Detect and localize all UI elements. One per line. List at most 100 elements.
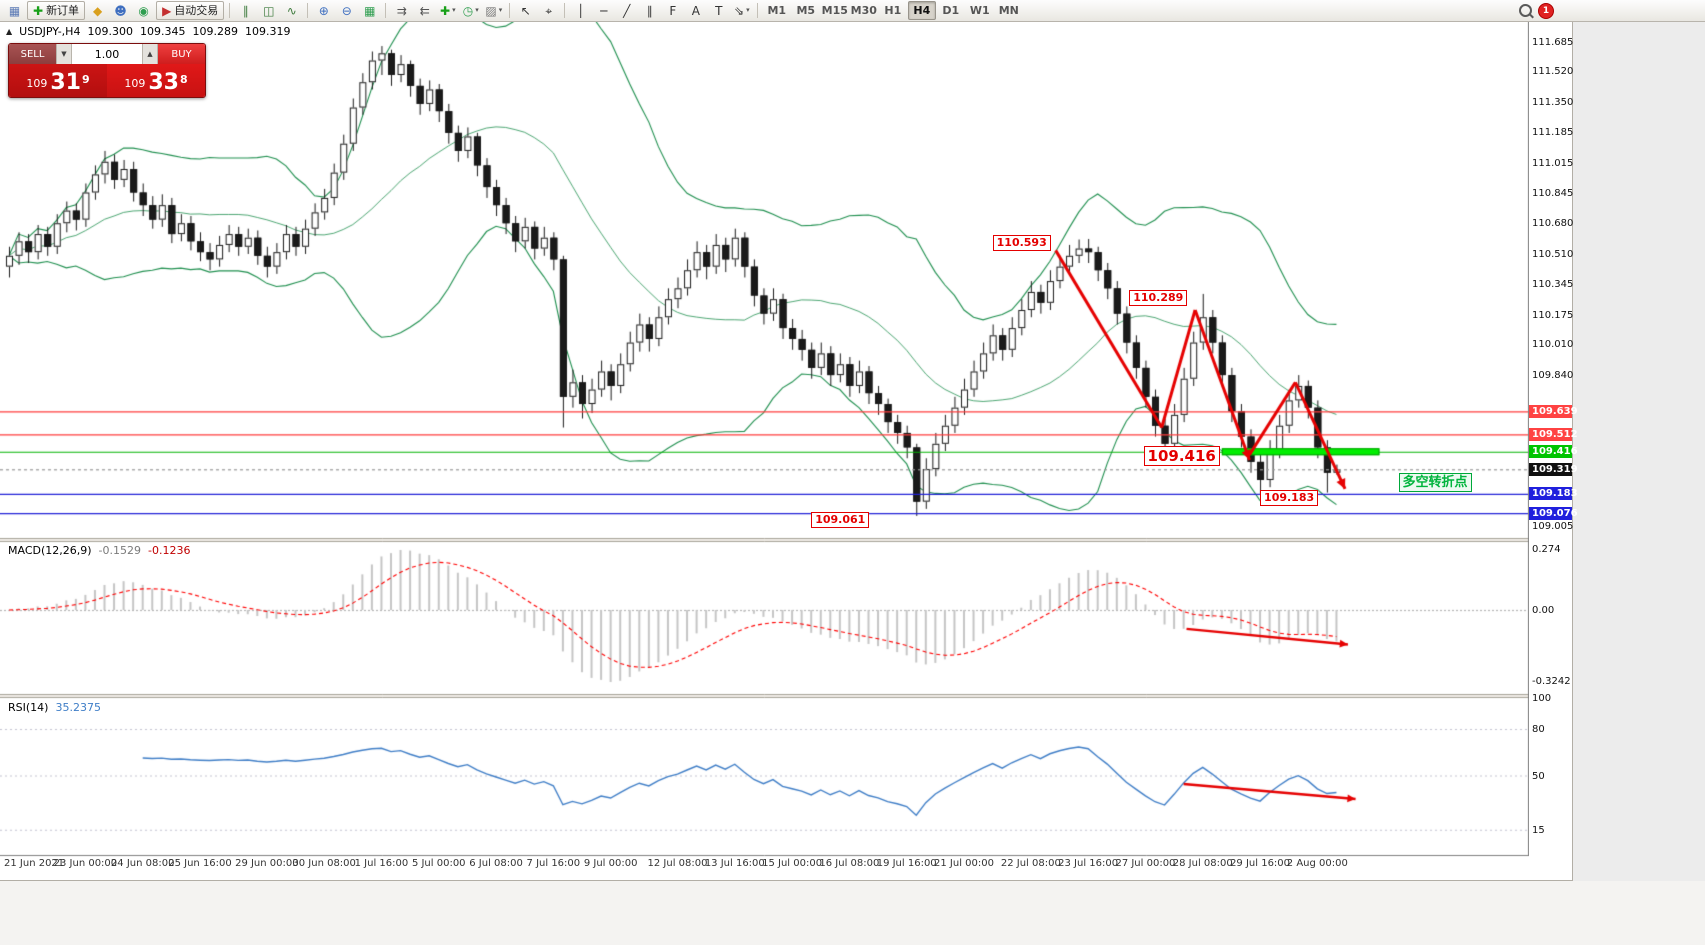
line-chart-icon[interactable]: ∿ [280, 2, 303, 20]
price-scale-label: 111.520 [1532, 66, 1574, 78]
vertical-line-icon[interactable]: │ [569, 2, 592, 20]
buy-price[interactable]: 109 33 8 [107, 64, 205, 97]
auto-scroll-icon[interactable]: ⇉ [390, 2, 413, 20]
autotrade-button[interactable]: ▶ 自动交易 [156, 1, 225, 20]
price-scale-label: 110.010 [1532, 339, 1574, 351]
fibonacci-icon[interactable]: F [661, 2, 684, 20]
time-axis-label: 24 Jun 08:00 [110, 858, 175, 869]
time-axis-label: 1 Jul 16:00 [354, 858, 409, 869]
main-toolbar: ▦ ✚ 新订单 ◆ ☻ ◉ ▶ 自动交易 ∥ ◫ ∿ ⊕ ⊖ ▦ ⇉ ⇇ ✚ ▾ ◷ ▾ ▨ ▾ ↖ ⌖ │ ─ ╱ ∥ F A T ⇘ ▾ M1… [0, 0, 1705, 22]
timeframe-h4[interactable]: H4 [907, 1, 936, 20]
price-annotation[interactable]: 109.416 [1143, 445, 1220, 466]
text-icon: A [691, 3, 700, 18]
templates-icon: ▨ [485, 3, 497, 18]
price-annotation[interactable]: 110.593 [992, 234, 1051, 251]
templates-icon[interactable]: ▨ ▾ [482, 2, 505, 20]
indicators-icon: ✚ [440, 3, 451, 18]
chart-window: ▲ USDJPY-,H4 109.300 109.345 109.289 109… [0, 22, 1578, 881]
new-order-button[interactable]: ✚ 新订单 [27, 1, 86, 20]
price-scale-label: 110.175 [1532, 309, 1574, 321]
rsi-scale-label: 80 [1532, 724, 1545, 735]
time-axis-label: 29 Jul 16:00 [1230, 858, 1291, 869]
search-icon[interactable] [1519, 4, 1532, 17]
autotrade-button-label: 自动交易 [174, 4, 219, 17]
turning-point-label[interactable]: 多空转折点 [1398, 472, 1472, 492]
text-icon[interactable]: A [684, 2, 707, 20]
line-chart-icon: ∿ [286, 3, 297, 18]
toolbar-separator [564, 3, 566, 18]
zoom-in-icon: ⊕ [318, 3, 329, 18]
time-axis-label: 21 Jun 2021 [4, 858, 65, 869]
timeframe-d1[interactable]: D1 [942, 4, 960, 17]
price-annotation[interactable]: 109.061 [811, 511, 870, 528]
price-scale-badge: 109.076 [1529, 506, 1578, 520]
symbol-name: USDJPY-,H4 [19, 25, 81, 38]
periods-icon[interactable]: ◷ ▾ [459, 2, 482, 20]
zoom-out-icon[interactable]: ⊖ [335, 2, 358, 20]
timeframe-m15[interactable]: M15 [821, 4, 848, 17]
candlestick-chart-icon[interactable]: ◫ [257, 2, 280, 20]
fibonacci-icon: F [669, 3, 677, 18]
sell-price[interactable]: 109 31 9 [9, 64, 107, 97]
horizontal-line-icon[interactable]: ─ [592, 2, 615, 20]
timeframe-w1[interactable]: W1 [969, 4, 990, 17]
rsi-scale-label: 50 [1532, 770, 1545, 782]
notification-badge[interactable]: 1 [1538, 2, 1554, 19]
one-click-trade-panel: SELL ▼ 1.00 ▲ BUY 109 31 9 109 33 8 [8, 43, 206, 98]
trendline-icon[interactable]: ╱ [615, 2, 638, 20]
timeframe-m30[interactable]: M30 [850, 4, 877, 17]
price-scale[interactable]: 111.685 111.520 111.350 111.185 111.015 110.8… [1529, 22, 1578, 880]
time-axis-label: 21 Jul 00:00 [934, 858, 994, 869]
time-axis-label: 30 Jun 08:00 [292, 858, 356, 869]
chart-shift-icon: ⇇ [419, 3, 430, 18]
price-scale-label: 109.005 [1532, 521, 1574, 533]
label-icon[interactable]: T [707, 2, 730, 20]
sell-button[interactable]: SELL [9, 44, 56, 64]
price-annotation[interactable]: 109.183 [1260, 489, 1319, 506]
time-axis-label: 25 Jun 16:00 [168, 858, 232, 869]
time-axis-label: 12 Jul 08:00 [647, 858, 708, 869]
price-scale-badge: 109.512 [1529, 427, 1578, 441]
autotrade-button: ▶ [162, 3, 172, 18]
price-scale-label: 111.350 [1532, 97, 1574, 109]
zoom-out-icon: ⊖ [341, 3, 352, 18]
price-chart-canvas[interactable] [0, 22, 1529, 880]
toolbar-right: 1 [1519, 2, 1702, 19]
navigator-icon[interactable]: ☻ [109, 2, 132, 20]
bottom-strip [0, 881, 1705, 945]
chart-overlay: ▲ USDJPY-,H4 109.300 109.345 109.289 109… [0, 22, 1572, 880]
symbol-ohlc-bar: ▲ USDJPY-,H4 109.300 109.345 109.289 109… [6, 25, 290, 38]
data-window-icon[interactable]: ◉ [132, 2, 155, 20]
tile-windows-icon[interactable]: ▦ [358, 2, 381, 20]
market-watch-icon[interactable]: ◆ [86, 2, 109, 20]
cursor-icon: ↖ [520, 3, 531, 18]
price-scale-label: 109.840 [1532, 370, 1574, 382]
cursor-icon[interactable]: ↖ [514, 2, 537, 20]
volume-up-stepper[interactable]: ▲ [142, 44, 158, 64]
timeframe-mn[interactable]: MN [998, 4, 1019, 17]
time-axis-label: 6 Jul 08:00 [469, 858, 523, 869]
volume-input[interactable]: 1.00 [72, 44, 142, 64]
macd-value-signal: -0.1236 [148, 544, 191, 557]
arrows-icon[interactable]: ⇘ ▾ [730, 2, 753, 20]
buy-button[interactable]: BUY [158, 44, 205, 64]
new-order-button: ✚ [33, 3, 44, 18]
price-scale-label: 110.680 [1532, 218, 1574, 230]
bar-chart-icon[interactable]: ∥ [234, 2, 257, 20]
zoom-in-icon[interactable]: ⊕ [312, 2, 335, 20]
time-axis-label: 9 Jul 00:00 [583, 858, 638, 869]
channel-icon[interactable]: ∥ [638, 2, 661, 20]
timeframe-h1[interactable]: H1 [884, 4, 902, 17]
crosshair-icon[interactable]: ⌖ [537, 2, 560, 20]
chart-shift-icon[interactable]: ⇇ [413, 2, 436, 20]
indicators-icon[interactable]: ✚ ▾ [436, 2, 459, 20]
symbol-marker-icon: ▲ [6, 27, 13, 36]
vertical-line-icon: │ [577, 3, 585, 18]
chart-window-icon[interactable]: ▦ [3, 2, 26, 20]
timeframe-m5[interactable]: M5 [796, 4, 816, 17]
time-axis-label: 7 Jul 16:00 [526, 858, 581, 869]
price-annotation[interactable]: 110.289 [1129, 290, 1188, 307]
timeframe-m1[interactable]: M1 [767, 4, 787, 17]
chevron-down-icon: ▾ [498, 6, 503, 14]
volume-down-stepper[interactable]: ▼ [56, 44, 72, 64]
